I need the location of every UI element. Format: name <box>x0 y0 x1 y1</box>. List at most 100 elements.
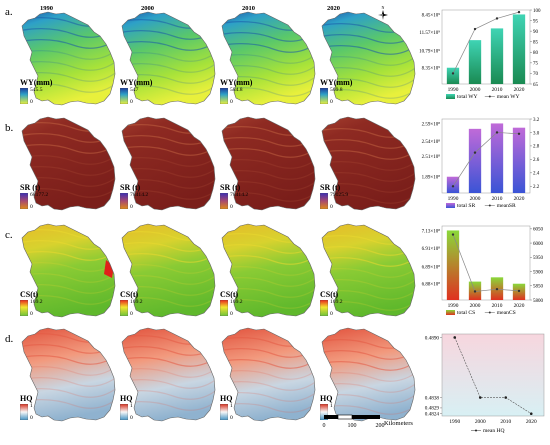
chart-0: 1990 2000 2010 2020 8.35×10⁹ 10.79×10⁹ 11.57×1… <box>419 9 541 100</box>
map-colorbar <box>20 88 28 104</box>
map-legend-high: 169.2 <box>330 299 343 305</box>
bar-total-SR <box>468 128 482 193</box>
map-legend-high: 545.5 <box>30 87 43 93</box>
x-tick-label: 2020 <box>514 87 525 93</box>
map-legend-title: WY(mm) <box>220 78 253 87</box>
map-colorbar <box>220 193 228 209</box>
map-wy-2010 <box>221 11 316 106</box>
map-legend-high: 169.2 <box>130 299 143 305</box>
map-colorbar <box>20 404 28 420</box>
map-legend-title: CS(t) <box>320 290 339 299</box>
legend-swatch-bar <box>446 203 455 208</box>
line-point <box>495 17 499 20</box>
legend-swatch-bar <box>446 94 455 99</box>
legend-label: mean WY <box>497 94 520 100</box>
map-hq-2000 <box>121 327 216 422</box>
map-legend-high: 584.8 <box>230 87 243 93</box>
x-tick-label: 2010 <box>500 419 511 425</box>
map-sr-2020 <box>321 116 416 211</box>
line-point <box>453 336 457 339</box>
map-legend-high: 1 <box>30 403 33 409</box>
map-legend-high: 1 <box>330 403 333 409</box>
y-tick-label-left: 6.89×10⁸ <box>422 265 441 271</box>
map-legend-low: 0 <box>130 415 133 421</box>
bar-total-WY <box>490 28 504 84</box>
y-tick-label: 0.4890 <box>425 335 440 341</box>
y-tick-label-right: 5800 <box>533 299 544 304</box>
map-legend-low: 0 <box>30 415 33 421</box>
x-tick-label: 2010 <box>492 196 503 202</box>
y-tick-label-right: 5850 <box>533 285 544 290</box>
legend-label: total WY <box>457 94 478 100</box>
y-tick-label-left: 2.51×10⁸ <box>422 154 441 160</box>
map-legend-high: 79025.9 <box>330 192 349 198</box>
map-sr-2000 <box>121 116 216 211</box>
x-tick-label: 1990 <box>449 419 460 425</box>
y-tick-label-right: 5900 <box>533 270 544 275</box>
y-tick-label-right: 95 <box>533 19 539 24</box>
map-legend-high: 569.8 <box>330 87 343 93</box>
map-legend-low: 0 <box>130 99 133 105</box>
legend-swatch-bar <box>446 310 455 315</box>
plot-area <box>441 333 545 417</box>
chart-1: 1990 2000 2010 2020 1.89×10⁸ 2.51×10⁸ 2.54×10⁸… <box>422 118 540 209</box>
map-legend-low: 0 <box>330 311 333 317</box>
map-legend-low: 0 <box>330 204 333 210</box>
line-point <box>495 287 499 291</box>
y-tick-label-right: 65 <box>533 83 539 88</box>
line-point <box>451 185 455 188</box>
line-point <box>478 396 482 399</box>
y-tick-label-left: 7.13×10⁸ <box>422 228 441 234</box>
year-header: 2020 <box>327 5 340 12</box>
map-colorbar <box>120 300 128 316</box>
year-header: 2010 <box>242 5 255 12</box>
map-colorbar <box>220 404 228 420</box>
map-cs-2020 <box>321 223 416 318</box>
line-meanSR <box>452 132 520 187</box>
x-tick-label: 2000 <box>470 196 481 202</box>
map-colorbar <box>20 300 28 316</box>
legend-label: mean HQ <box>483 428 505 434</box>
panel-label-b: b. <box>5 122 14 134</box>
y-tick-label-right: 100 <box>533 9 541 14</box>
y-tick-label-right: 90 <box>533 30 539 35</box>
map-legend-title: SR (t) <box>320 183 341 192</box>
line-mean-WY <box>452 11 520 74</box>
y-tick-label-right: 70 <box>533 72 539 77</box>
y-tick-label-left: 10.79×10⁹ <box>419 49 440 55</box>
map-wy-2000 <box>121 11 216 106</box>
map-legend-title: SR (t) <box>220 183 241 192</box>
scale-bar: 0 100 200 <box>323 414 385 429</box>
map-legend-low: 0 <box>230 204 233 210</box>
map-legend-low: 0 <box>230 99 233 105</box>
map-legend-low: 0 <box>30 311 33 317</box>
map-legend-title: WY(mm) <box>20 78 53 87</box>
y-tick-label: 0.4838 <box>425 395 440 401</box>
x-tick-label: 2000 <box>475 419 486 425</box>
y-tick-label-right: 85 <box>533 41 539 46</box>
map-colorbar <box>120 404 128 420</box>
map-colorbar <box>120 88 128 104</box>
y-tick-label-left: 8.35×10⁹ <box>422 66 441 72</box>
map-legend-high: 68177.2 <box>30 192 49 198</box>
map-cs-2000 <box>121 223 216 318</box>
x-tick-label: 1990 <box>448 303 459 309</box>
x-tick-label: 2000 <box>470 303 481 309</box>
map-legend-high: 78414.2 <box>130 192 149 198</box>
map-legend-high: 169.2 <box>230 299 243 305</box>
y-tick-label: 0.4829 <box>425 406 440 412</box>
y-tick-label-right: 2.6 <box>533 158 540 163</box>
scale-tick: 200 <box>376 423 385 429</box>
map-legend-high: 547 <box>130 87 139 93</box>
y-tick-label-right: 2.4 <box>533 172 540 177</box>
scale-unit: Kilometers <box>384 420 413 427</box>
panel-label-d: d. <box>5 333 14 345</box>
map-legend-high: 1 <box>130 403 133 409</box>
map-legend-title: SR (t) <box>20 183 41 192</box>
bar-total-WY <box>468 40 482 84</box>
map-legend-low: 0 <box>130 311 133 317</box>
bar-total-CS <box>446 230 460 300</box>
north-arrow-icon: N <box>378 5 388 20</box>
x-tick-label: 2000 <box>470 87 481 93</box>
line-point <box>517 10 521 14</box>
